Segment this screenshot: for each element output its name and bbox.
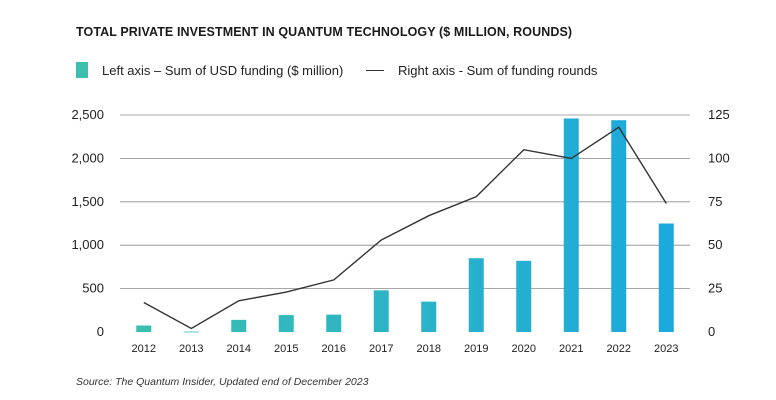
legend-item-funding: Left axis – Sum of USD funding ($ millio…	[76, 60, 343, 80]
left-tick-label: 1,500	[71, 194, 104, 209]
right-tick-label: 100	[708, 150, 730, 165]
bar-2012	[136, 325, 152, 332]
bar-2022	[611, 120, 627, 332]
legend-swatch-bars	[76, 62, 88, 78]
x-tick-label: 2016	[322, 343, 346, 355]
right-tick-label: 0	[708, 324, 715, 339]
bar-2014	[231, 319, 247, 332]
legend-label-rounds: Right axis - Sum of funding rounds	[398, 62, 598, 78]
bar-2019	[468, 258, 484, 332]
x-tick-label: 2022	[607, 343, 631, 355]
x-tick-label: 2014	[227, 343, 251, 355]
bar-2021	[563, 118, 579, 332]
left-tick-label: 500	[82, 281, 104, 296]
bar-2016	[326, 314, 342, 332]
grid-lines	[120, 114, 690, 290]
chart-title: TOTAL PRIVATE INVESTMENT IN QUANTUM TECH…	[76, 25, 573, 39]
x-tick-label: 2017	[369, 343, 393, 355]
bar-2017	[373, 290, 389, 332]
line-series	[143, 126, 667, 330]
right-axis-ticks: 0 25 50 75 100 125	[708, 107, 730, 339]
bar-2020	[516, 260, 532, 332]
left-tick-label: 2,500	[71, 107, 104, 122]
x-axis-ticks: 2012 2013 2014 2015 2016 2017 2018 2019 2020 2021…	[132, 343, 679, 355]
x-tick-label: 2021	[559, 343, 583, 355]
x-tick-label: 2020	[512, 343, 536, 355]
x-tick-label: 2013	[179, 343, 203, 355]
left-axis-ticks: 0 500 1,000 1,500 2,000 2,500	[71, 107, 104, 339]
legend-item-rounds: Right axis - Sum of funding rounds	[366, 60, 597, 80]
bar-2023	[658, 223, 674, 332]
bar-2018	[421, 301, 437, 332]
bar-2013	[183, 331, 199, 333]
left-tick-label: 1,000	[71, 237, 104, 252]
bar-series	[136, 118, 674, 333]
legend-swatch-line	[366, 69, 384, 71]
rounds-line	[143, 126, 667, 330]
right-tick-label: 125	[708, 107, 730, 122]
x-tick-label: 2019	[464, 343, 488, 355]
x-tick-label: 2015	[274, 343, 298, 355]
source-note: Source: The Quantum Insider, Updated end…	[76, 376, 369, 388]
right-tick-label: 75	[708, 194, 722, 209]
left-tick-label: 2,000	[71, 150, 104, 165]
x-tick-label: 2012	[132, 343, 156, 355]
x-tick-label: 2018	[417, 343, 441, 355]
legend-label-funding: Left axis – Sum of USD funding ($ millio…	[102, 62, 344, 78]
x-tick-label: 2023	[654, 343, 678, 355]
right-tick-label: 50	[708, 237, 722, 252]
bar-2015	[278, 315, 294, 332]
left-tick-label: 0	[97, 324, 104, 339]
right-tick-label: 25	[708, 281, 722, 296]
